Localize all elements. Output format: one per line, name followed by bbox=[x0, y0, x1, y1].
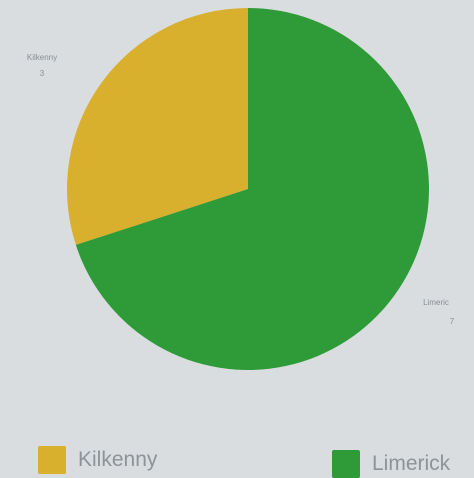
legend-label-kilkenny: Kilkenny bbox=[78, 448, 158, 471]
legend: Kilkenny Limerick bbox=[0, 444, 474, 478]
pie-slice-kilkenny[interactable] bbox=[66, 8, 248, 245]
legend-item-kilkenny[interactable]: Kilkenny bbox=[38, 446, 157, 474]
legend-item-limerick[interactable]: Limerick bbox=[332, 450, 450, 478]
legend-swatch-kilkenny bbox=[38, 446, 66, 474]
pie-slice-limerick[interactable] bbox=[75, 8, 430, 370]
legend-label-limerick: Limerick bbox=[372, 452, 451, 475]
slice-label-limerick-name: Limeric bbox=[423, 298, 449, 307]
legend-swatch-limerick bbox=[332, 450, 360, 478]
slice-label-limerick-value: 7 bbox=[450, 317, 455, 326]
slice-label-kilkenny-name: Kilkenny bbox=[27, 53, 57, 62]
slice-label-kilkenny-value: 3 bbox=[40, 69, 45, 78]
